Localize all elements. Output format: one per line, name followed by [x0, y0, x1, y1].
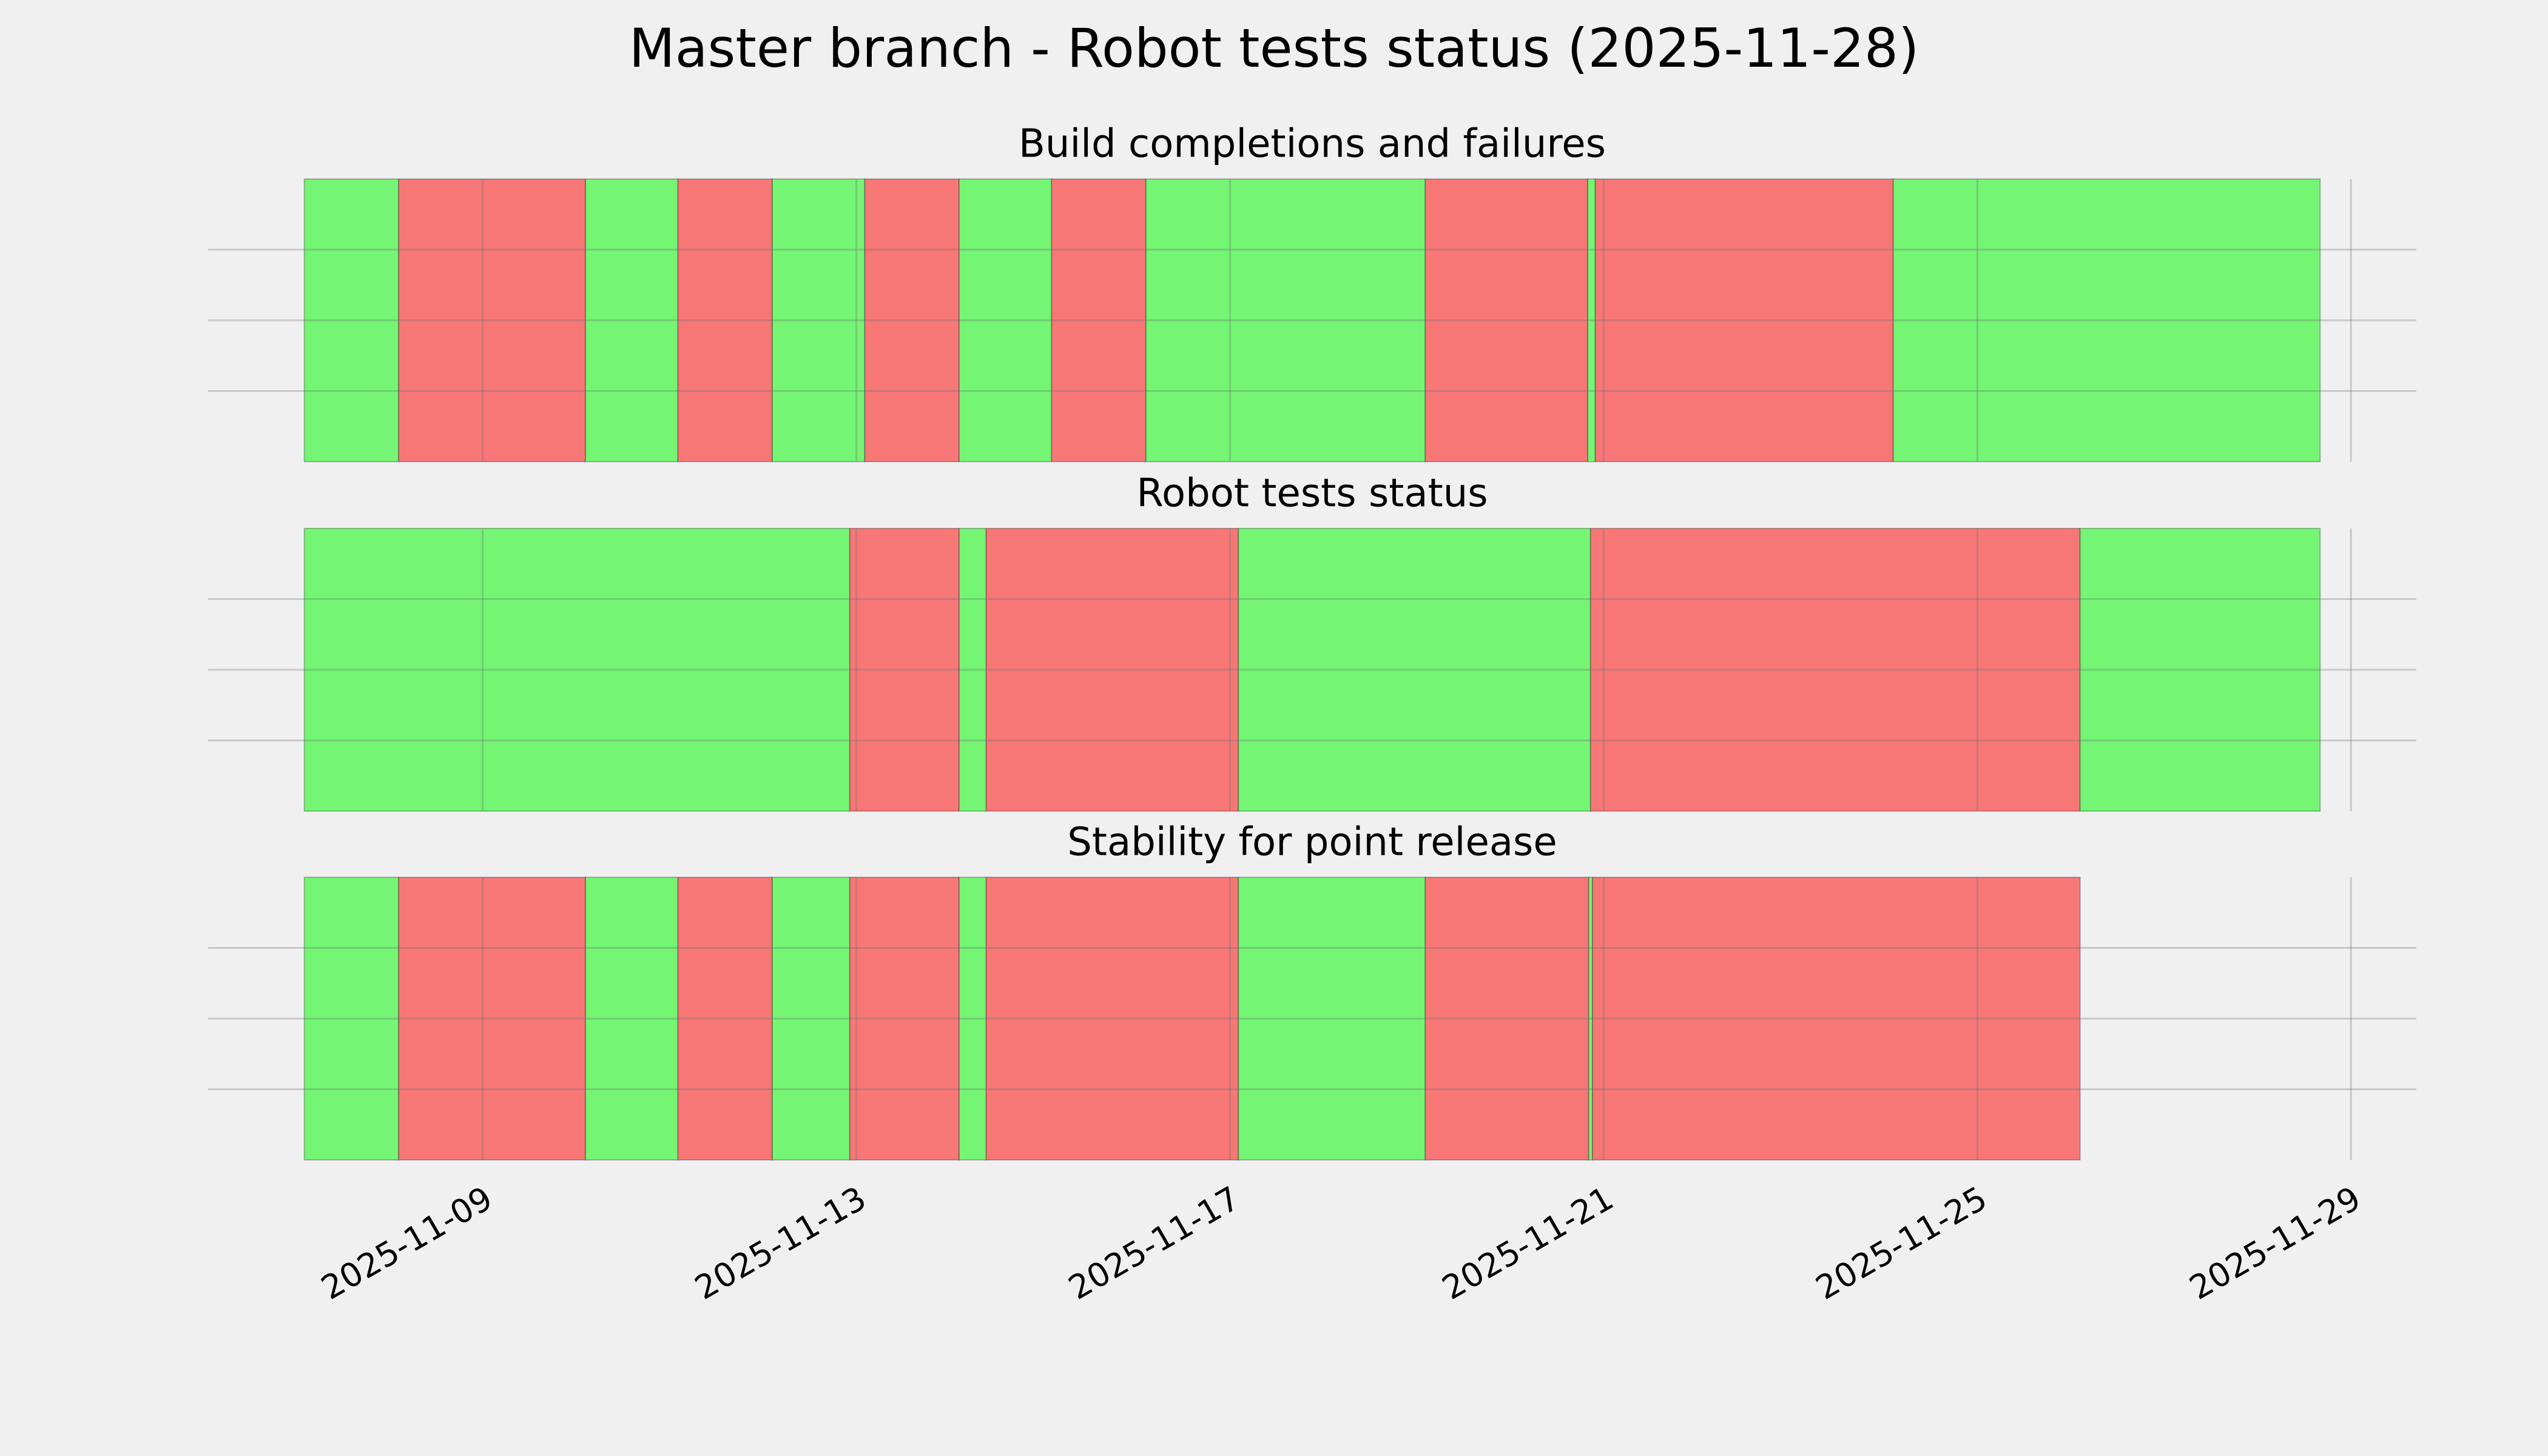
- status-span: [985, 877, 1239, 1161]
- status-span: [1589, 528, 2081, 812]
- status-span: [958, 178, 1053, 462]
- panel-title: Build completions and failures: [1019, 122, 1606, 167]
- status-span: [585, 877, 679, 1161]
- status-span: [1424, 877, 1589, 1161]
- panel-title: Stability for point release: [1067, 820, 1557, 865]
- status-span: [677, 178, 774, 462]
- status-span: [1892, 178, 2321, 462]
- status-span: [303, 528, 851, 812]
- status-span: [1594, 178, 1894, 462]
- status-span: [772, 877, 851, 1161]
- status-span: [1051, 178, 1147, 462]
- status-span: [2079, 528, 2321, 812]
- status-span: [1238, 528, 1591, 812]
- status-span: [398, 877, 587, 1161]
- status-span: [677, 877, 774, 1161]
- status-span: [1145, 178, 1426, 462]
- status-span: [303, 178, 400, 462]
- status-span: [849, 528, 960, 812]
- status-span: [303, 877, 400, 1161]
- status-span: [958, 877, 987, 1161]
- status-span: [398, 178, 587, 462]
- status-span: [1591, 877, 2081, 1161]
- status-span: [958, 528, 987, 812]
- status-span: [772, 178, 866, 462]
- status-span: [864, 178, 960, 462]
- panel-title: Robot tests status: [1136, 471, 1488, 516]
- status-span: [1424, 178, 1589, 462]
- chart-title: Master branch - Robot tests status (2025…: [629, 17, 1919, 79]
- status-span: [1238, 877, 1426, 1161]
- status-span: [585, 178, 679, 462]
- status-span: [1588, 877, 1593, 1161]
